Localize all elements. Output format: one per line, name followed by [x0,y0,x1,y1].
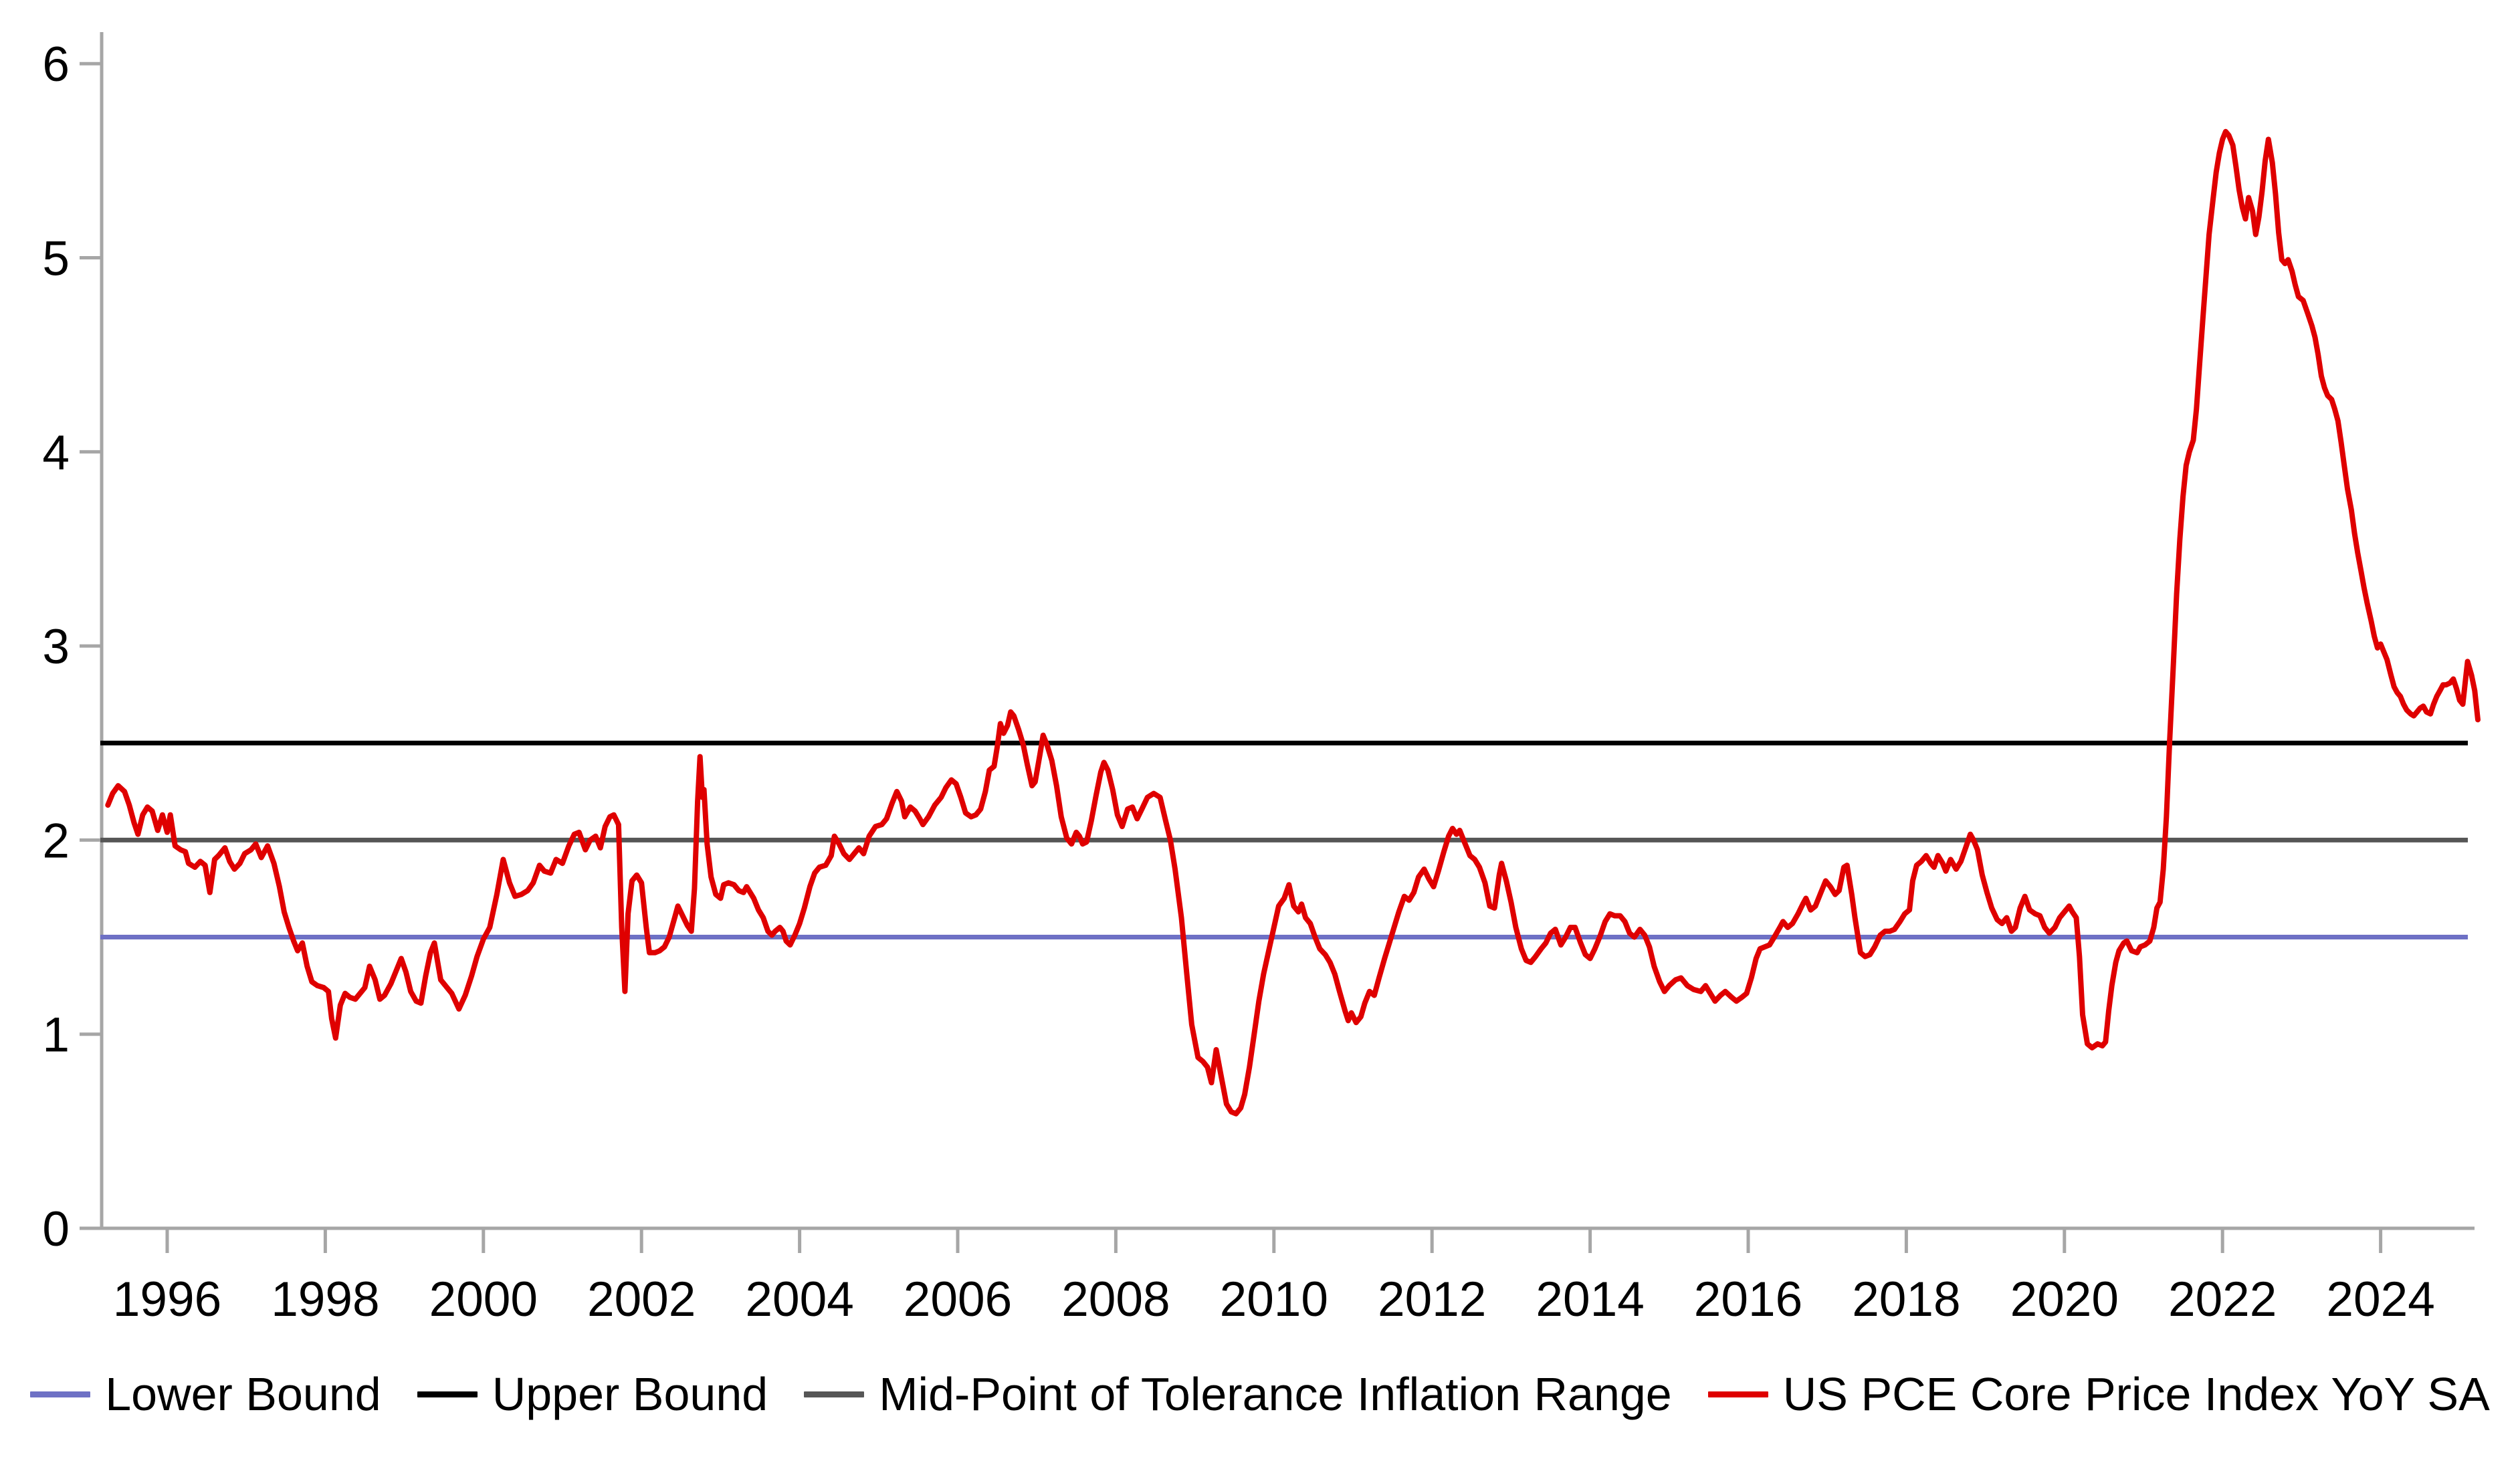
y-tick-label: 1 [42,1008,70,1062]
legend-label-mid-point: Mid-Point of Tolerance Inflation Range [879,1368,1672,1420]
y-tick-label: 5 [42,232,70,286]
legend-label-us-pce: US PCE Core Price Index YoY SA [1782,1368,2490,1420]
x-tick-label: 2000 [429,1272,538,1327]
y-tick-label: 0 [42,1202,70,1256]
lower-bound-line-swatch [30,1391,91,1397]
x-tick-label: 2004 [745,1272,853,1327]
legend-item-us-pce: US PCE Core Price Index YoY SA [1707,1368,2490,1420]
legend-item-mid-point: Mid-Point of Tolerance Inflation Range [804,1371,1672,1418]
x-tick-label: 2010 [1220,1272,1328,1327]
us-pce-line-swatch [1707,1391,1768,1397]
y-tick-label: 4 [42,426,70,480]
y-tick-label: 2 [42,814,70,868]
x-tick-label: 1996 [113,1272,221,1327]
x-tick-label: 2024 [2326,1272,2434,1327]
y-tick-label: 6 [42,37,70,92]
x-tick-label: 2018 [1852,1272,1960,1327]
legend-label-lower-bound: Lower Bound [105,1368,381,1420]
upper-bound-line-swatch [417,1391,478,1397]
legend-item-lower-bound: Lower Bound [30,1371,381,1418]
y-tick-label: 3 [42,620,70,674]
x-tick-label: 2006 [904,1272,1012,1327]
x-tick-label: 2022 [2168,1272,2277,1327]
x-tick-label: 2012 [1378,1272,1486,1327]
legend: Lower Bound Upper Bound Mid-Point of Tol… [0,1357,2520,1431]
x-tick-label: 2008 [1061,1272,1170,1327]
data-line-us-pce [105,128,2481,1117]
x-tick-label: 2014 [1536,1272,1644,1327]
x-tick-label: 2002 [587,1272,696,1327]
mid-point-line-swatch [804,1391,865,1397]
legend-label-upper-bound: Upper Bound [492,1368,768,1420]
x-tick-label: 2020 [2010,1272,2119,1327]
legend-item-upper-bound: Upper Bound [417,1371,768,1418]
x-tick-label: 2016 [1694,1272,1802,1327]
x-tick-label: 1998 [271,1272,379,1327]
